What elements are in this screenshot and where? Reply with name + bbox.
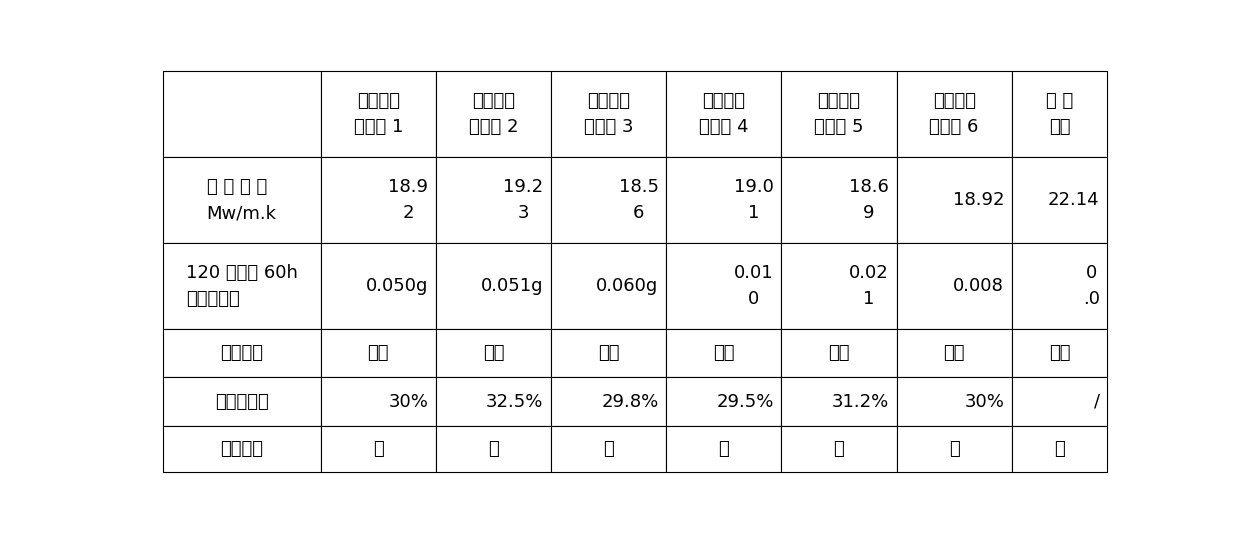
Text: 二级: 二级 <box>714 344 735 362</box>
Bar <box>436 426 551 471</box>
Bar <box>551 157 667 243</box>
Text: 二级: 二级 <box>943 344 965 362</box>
Bar <box>162 426 321 471</box>
Text: 聚氨酯泡
沫样品 4: 聚氨酯泡 沫样品 4 <box>699 92 748 136</box>
Text: 18.6
9: 18.6 9 <box>849 178 888 222</box>
Bar <box>667 378 782 426</box>
Text: 0.060g: 0.060g <box>596 277 659 295</box>
Text: 19.2
3: 19.2 3 <box>503 178 544 222</box>
Text: 31.2%: 31.2% <box>831 393 888 411</box>
Bar <box>1012 157 1108 243</box>
Bar <box>667 243 782 329</box>
Bar <box>436 71 551 157</box>
Bar <box>897 243 1012 329</box>
Bar <box>897 378 1012 426</box>
Bar <box>321 426 436 471</box>
Text: 30%: 30% <box>964 393 1004 411</box>
Text: 低: 低 <box>488 440 499 458</box>
Text: 29.5%: 29.5% <box>716 393 773 411</box>
Text: 32.5%: 32.5% <box>486 393 544 411</box>
Bar <box>551 378 667 426</box>
Bar <box>321 378 436 426</box>
Text: 低: 低 <box>949 440 959 458</box>
Text: 导 热 系 数
Mw/m.k: 导 热 系 数 Mw/m.k <box>207 178 276 222</box>
Text: 掉渣率降低: 掉渣率降低 <box>214 393 269 411</box>
Bar <box>1012 243 1108 329</box>
Bar <box>551 426 667 471</box>
Bar <box>551 329 667 378</box>
Text: /: / <box>1094 393 1100 411</box>
Bar <box>162 157 321 243</box>
Text: 低: 低 <box>834 440 844 458</box>
Bar <box>1012 378 1108 426</box>
Text: 聚氨酯泡
沫样品 1: 聚氨酯泡 沫样品 1 <box>353 92 403 136</box>
Bar <box>321 157 436 243</box>
Text: 对 照
样品: 对 照 样品 <box>1046 92 1073 136</box>
Bar <box>897 329 1012 378</box>
Text: 22.14: 22.14 <box>1048 191 1100 209</box>
Text: 低: 低 <box>373 440 384 458</box>
Bar <box>321 243 436 329</box>
Text: 聚氨酯泡
沫样品 2: 聚氨酯泡 沫样品 2 <box>468 92 518 136</box>
Bar <box>162 378 321 426</box>
Bar <box>667 157 782 243</box>
Bar <box>321 71 436 157</box>
Text: 18.5
6: 18.5 6 <box>618 178 659 222</box>
Bar <box>436 378 551 426</box>
Text: 二级: 二级 <box>828 344 850 362</box>
Text: 异味等级: 异味等级 <box>221 344 263 362</box>
Text: 0.008: 0.008 <box>953 277 1004 295</box>
Bar <box>782 329 897 378</box>
Bar <box>667 426 782 471</box>
Bar <box>667 329 782 378</box>
Text: 聚氨酯泡
沫样品 3: 聚氨酯泡 沫样品 3 <box>584 92 633 136</box>
Text: 高: 高 <box>1054 440 1066 458</box>
Bar <box>782 426 897 471</box>
Text: 黄变情况: 黄变情况 <box>221 440 263 458</box>
Text: 聚氨酯泡
沫样品 6: 聚氨酯泡 沫样品 6 <box>929 92 979 136</box>
Bar <box>436 329 551 378</box>
Bar <box>897 71 1012 157</box>
Bar <box>897 426 1012 471</box>
Text: 29.8%: 29.8% <box>601 393 659 411</box>
Bar <box>782 243 897 329</box>
Text: 0
.0: 0 .0 <box>1083 264 1100 308</box>
Bar <box>162 71 321 157</box>
Text: 30%: 30% <box>388 393 429 411</box>
Text: 18.92: 18.92 <box>953 191 1004 209</box>
Text: 0.02
1: 0.02 1 <box>849 264 888 308</box>
Text: 19.0
1: 19.0 1 <box>733 178 773 222</box>
Text: 0.051g: 0.051g <box>481 277 544 295</box>
Text: 低: 低 <box>603 440 615 458</box>
Bar <box>321 329 436 378</box>
Bar <box>1012 71 1108 157</box>
Bar <box>782 71 897 157</box>
Text: 聚氨酯泡
沫样品 5: 聚氨酯泡 沫样品 5 <box>814 92 864 136</box>
Bar <box>782 378 897 426</box>
Text: 120 度老化 60h
质量减少量: 120 度老化 60h 质量减少量 <box>186 264 297 308</box>
Text: 二级: 二级 <box>368 344 389 362</box>
Bar <box>897 157 1012 243</box>
Bar <box>162 243 321 329</box>
Text: 0.01
0: 0.01 0 <box>733 264 773 308</box>
Bar <box>1012 426 1108 471</box>
Text: 18.9
2: 18.9 2 <box>388 178 429 222</box>
Bar <box>436 243 551 329</box>
Text: 0.050g: 0.050g <box>366 277 429 295</box>
Bar <box>667 71 782 157</box>
Text: 二级: 二级 <box>483 344 504 362</box>
Bar <box>551 243 667 329</box>
Text: 低: 低 <box>719 440 730 458</box>
Bar <box>1012 329 1108 378</box>
Text: 五级: 五级 <box>1049 344 1070 362</box>
Text: 二级: 二级 <box>598 344 620 362</box>
Bar <box>436 157 551 243</box>
Bar <box>782 157 897 243</box>
Bar <box>162 329 321 378</box>
Bar <box>551 71 667 157</box>
